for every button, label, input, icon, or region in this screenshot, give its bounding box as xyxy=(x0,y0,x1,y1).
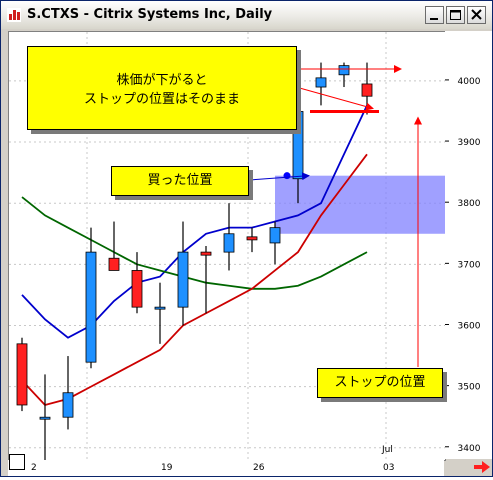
maximize-button[interactable] xyxy=(446,6,465,24)
candle-body xyxy=(200,251,212,256)
y-axis: 4000 3900 3800 3700 3600 3500 3400 xyxy=(445,31,492,459)
candle-body xyxy=(246,236,258,241)
candle-body xyxy=(85,251,97,363)
series-line-2 xyxy=(21,196,368,290)
candle-body xyxy=(39,416,51,420)
candle-body xyxy=(315,77,327,88)
chart-plot: Jul xyxy=(9,32,445,460)
candle-body xyxy=(223,233,235,253)
series-line-1 xyxy=(21,104,368,339)
x-tick-label: 26 xyxy=(253,463,265,473)
scroll-right-arrow-icon[interactable] xyxy=(473,460,491,474)
candle-body xyxy=(338,65,350,76)
series-line-3 xyxy=(21,153,368,406)
minimize-icon xyxy=(430,18,438,20)
buy-marker xyxy=(283,172,291,180)
y-tick-label: 3600 xyxy=(458,321,481,331)
annotation-stop-position-label: ストップの位置 xyxy=(334,375,426,390)
maximize-icon xyxy=(450,10,461,20)
annotation-buy-position-label: 買った位置 xyxy=(147,173,213,188)
y-tick-label: 3500 xyxy=(458,383,481,393)
annotation-price-down-line1: 株価が下がると xyxy=(116,73,208,88)
x-axis: 2 19 26 03 xyxy=(8,460,444,476)
y-tick-label: 4000 xyxy=(458,77,481,87)
arrow-to-stop-line xyxy=(295,86,374,111)
stop-zone-band xyxy=(275,175,445,234)
close-icon xyxy=(471,9,482,20)
arrow-to-buy-marker xyxy=(248,172,310,181)
candle-body xyxy=(154,306,166,310)
annotation-stop-position: ストップの位置 xyxy=(317,368,443,398)
corner-box[interactable] xyxy=(9,454,25,470)
candle-body xyxy=(131,270,143,308)
x-tick-label: 19 xyxy=(161,463,173,473)
candle-body xyxy=(292,111,304,180)
x-tick-month-label: Jul xyxy=(381,445,393,455)
candle-body xyxy=(62,392,74,418)
y-tick-label: 3900 xyxy=(458,138,481,148)
candle-body xyxy=(108,257,120,271)
candle-body xyxy=(269,227,281,244)
y-tick-label: 3800 xyxy=(458,199,481,209)
x-axis-labels: 2 19 26 03 xyxy=(31,463,394,473)
window-title: S.CTXS - Citrix Systems Inc, Daily xyxy=(27,7,273,22)
y-axis-labels: 4000 3900 3800 3700 3600 3500 3400 xyxy=(445,77,481,454)
annotation-price-down: 株価が下がると ストップの位置はそのまま xyxy=(27,46,297,130)
candle-body xyxy=(361,83,373,97)
candle-body xyxy=(177,251,189,308)
annotation-price-down-line2: ストップの位置はそのまま xyxy=(83,92,240,107)
y-tick-label: 3400 xyxy=(458,444,481,454)
y-tick-label: 3700 xyxy=(458,260,481,270)
candle-body xyxy=(16,343,28,406)
close-button[interactable] xyxy=(467,6,486,24)
annotation-buy-position: 買った位置 xyxy=(111,166,249,196)
title-bar[interactable]: S.CTXS - Citrix Systems Inc, Daily xyxy=(1,1,492,29)
x-tick-label: 2 xyxy=(31,463,37,473)
minimize-button[interactable] xyxy=(425,6,444,24)
x-tick-label: 03 xyxy=(383,463,394,473)
chart-app-icon xyxy=(7,8,21,22)
